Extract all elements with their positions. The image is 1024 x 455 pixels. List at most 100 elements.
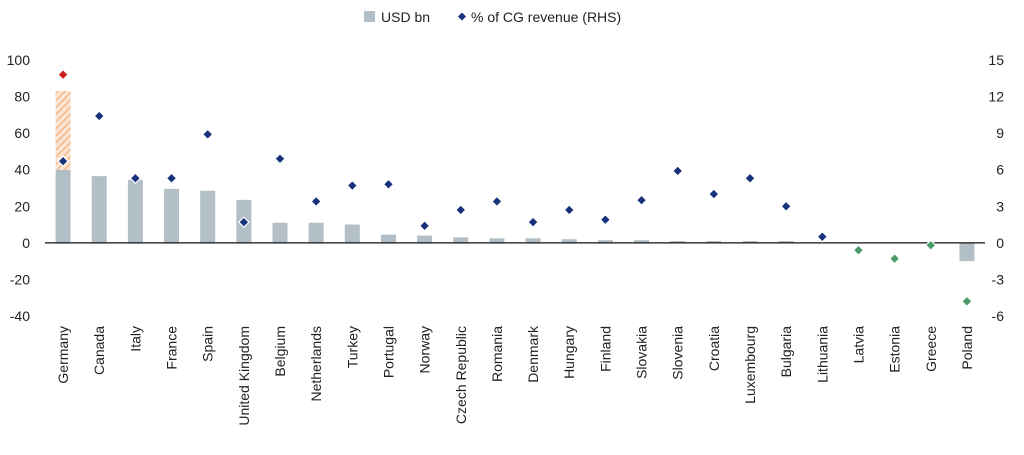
right-tick-label: 6	[996, 162, 1004, 178]
point-latvia	[852, 244, 865, 257]
bar-bulgaria	[778, 241, 794, 243]
category-label: Germany	[55, 326, 71, 384]
point-denmark	[527, 216, 539, 228]
right-axis: 15 12 9 6 3 0 -3 -6	[988, 52, 1004, 324]
bar-denmark	[525, 238, 541, 243]
left-tick-label: 20	[14, 198, 30, 214]
point-portugal	[382, 178, 395, 191]
right-tick-label: -3	[992, 271, 1005, 287]
point-slovenia	[671, 165, 684, 177]
category-label: Italy	[127, 326, 143, 352]
category-label: France	[164, 326, 180, 370]
category-label: Portugal	[380, 326, 396, 378]
bar-poland	[959, 242, 975, 262]
category-label: Slovakia	[634, 326, 650, 379]
category-label: Czech Republic	[453, 326, 469, 424]
right-tick-label: 3	[996, 198, 1004, 214]
category-label: Estonia	[887, 326, 903, 373]
right-tick-label: 12	[988, 89, 1004, 105]
point-romania	[491, 195, 503, 208]
left-tick-label: 80	[14, 89, 30, 105]
point-belgium	[274, 152, 286, 165]
legend-marker-cg-revenue	[458, 12, 466, 21]
bar-slovakia	[634, 240, 650, 243]
bar-germany-upper-range	[55, 91, 71, 170]
category-label: Netherlands	[308, 326, 324, 402]
category-label: Denmark	[525, 325, 541, 383]
category-label: Romania	[489, 326, 505, 382]
category-label: Finland	[597, 326, 613, 372]
left-tick-label: -40	[10, 308, 30, 324]
point-netherlands	[310, 195, 323, 208]
right-tick-label: 15	[988, 52, 1004, 68]
left-tick-label: -20	[10, 271, 30, 287]
point-bulgaria	[780, 200, 793, 213]
category-label: Slovenia	[670, 326, 686, 380]
category-label: Spain	[200, 326, 216, 362]
legend: USD bn % of CG revenue (RHS)	[364, 9, 621, 25]
point-series	[57, 68, 973, 308]
bar-spain	[200, 190, 216, 243]
category-label: Greece	[923, 326, 939, 372]
point-czech-republic	[454, 204, 467, 216]
category-label: Belgium	[272, 326, 288, 377]
category-label: Luxembourg	[742, 326, 758, 404]
category-label: Norway	[417, 326, 433, 373]
point-norway	[418, 219, 431, 232]
point-turkey	[346, 179, 359, 192]
bar-italy	[127, 179, 143, 243]
point-estonia	[888, 252, 901, 265]
bar-france	[164, 188, 180, 243]
bar-croatia	[706, 241, 722, 243]
point-greece	[924, 239, 937, 252]
point-spain	[201, 128, 214, 141]
legend-label-cg-revenue: % of CG revenue (RHS)	[471, 9, 621, 25]
category-label: Turkey	[344, 326, 360, 368]
bar-luxembourg	[742, 241, 758, 243]
bar-finland	[597, 240, 613, 243]
category-label: Hungary	[561, 326, 577, 379]
point-united-kingdom	[237, 216, 250, 228]
bar-series	[55, 91, 975, 262]
point-germany-upper-estimate	[57, 68, 69, 81]
bar-norway	[417, 235, 433, 243]
left-axis: 100 80 60 40 20 0 -20 -40	[7, 52, 31, 324]
point-poland	[961, 295, 973, 308]
point-finland	[599, 213, 612, 226]
left-tick-label: 0	[22, 235, 30, 251]
bar-germany	[55, 169, 71, 243]
right-tick-label: 9	[996, 125, 1004, 141]
right-tick-label: -6	[992, 308, 1005, 324]
right-tick-label: 0	[996, 235, 1004, 251]
category-label: Latvia	[850, 326, 866, 364]
bar-belgium	[272, 222, 288, 243]
bar-czech-republic	[453, 237, 469, 243]
category-label: Poland	[959, 326, 975, 370]
point-slovakia	[635, 194, 648, 207]
bar-turkey	[344, 224, 360, 243]
category-axis: Germany Canada Italy France Spain United King…	[55, 325, 975, 426]
category-label: Croatia	[706, 326, 722, 371]
category-label: Canada	[91, 326, 107, 375]
category-label: Bulgaria	[778, 326, 794, 378]
bar-canada	[91, 176, 107, 243]
point-hungary	[563, 204, 576, 216]
point-france	[165, 172, 178, 185]
category-label: Lithuania	[814, 326, 830, 383]
bar-romania	[489, 238, 505, 243]
legend-swatch-usd-bn	[364, 11, 375, 22]
point-germany	[57, 155, 69, 168]
bar-netherlands	[308, 222, 324, 243]
point-croatia	[707, 188, 720, 200]
point-luxembourg	[744, 172, 756, 185]
bar-slovenia	[670, 241, 686, 243]
bar-portugal	[380, 234, 396, 243]
point-canada	[93, 110, 106, 122]
point-lithuania	[816, 230, 829, 243]
category-label: United Kingdom	[236, 326, 252, 426]
legend-label-usd-bn: USD bn	[381, 9, 430, 25]
left-tick-label: 60	[14, 125, 30, 141]
point-italy	[129, 172, 142, 185]
left-tick-label: 40	[14, 162, 30, 178]
